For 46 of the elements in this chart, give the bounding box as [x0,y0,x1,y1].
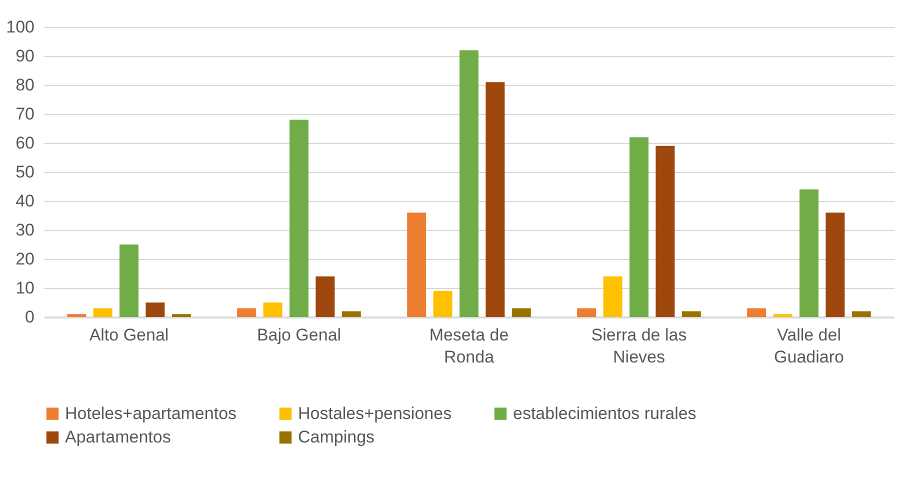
y-tick-label: 50 [16,162,34,182]
y-tick-label: 30 [16,220,34,240]
legend-label: Hoteles+apartamentos [65,404,237,423]
legend-label: Hostales+pensiones [298,404,452,423]
bar [93,308,112,317]
bar [172,314,191,317]
y-tick-label: 20 [16,250,34,268]
y-tick-label: 10 [16,278,34,298]
bar [656,146,675,317]
bar [316,276,335,317]
bar [146,302,165,317]
bar [773,314,792,317]
bar [120,244,138,317]
bar [800,189,818,317]
bar [433,290,452,317]
bar [603,276,622,317]
bar [826,212,845,317]
bar [747,308,766,317]
bar [290,120,308,317]
bar [67,314,86,317]
y-tick-label: 90 [16,46,34,66]
y-tick-label: 0 [25,308,34,326]
legend-label: Campings [298,428,375,446]
y-tick-label: 60 [16,134,34,152]
bar [682,311,701,317]
y-tick-label: 70 [16,104,34,124]
y-tick-label: 40 [16,192,34,210]
x-tick-label: Sierra de las Nieves [591,326,687,366]
bar [852,311,871,317]
x-tick-label: Valle del Guadiaro [774,326,844,366]
bar [630,137,648,317]
x-tick-label: Meseta de Ronda [429,326,509,366]
bar [263,302,282,317]
bar [342,311,361,317]
bar [407,212,426,317]
legend-label: Apartamentos [65,428,171,446]
bar [577,308,596,317]
bar [237,308,256,317]
y-tick-label: 80 [16,76,34,94]
bar [460,50,478,317]
bar [512,308,531,317]
y-tick-label: 100 [6,18,34,36]
x-tick-label: Alto Genal [89,326,169,344]
legend-label: establecimientos rurales [513,404,696,423]
bar [486,82,505,317]
x-tick-label: Bajo Genal [256,326,342,344]
